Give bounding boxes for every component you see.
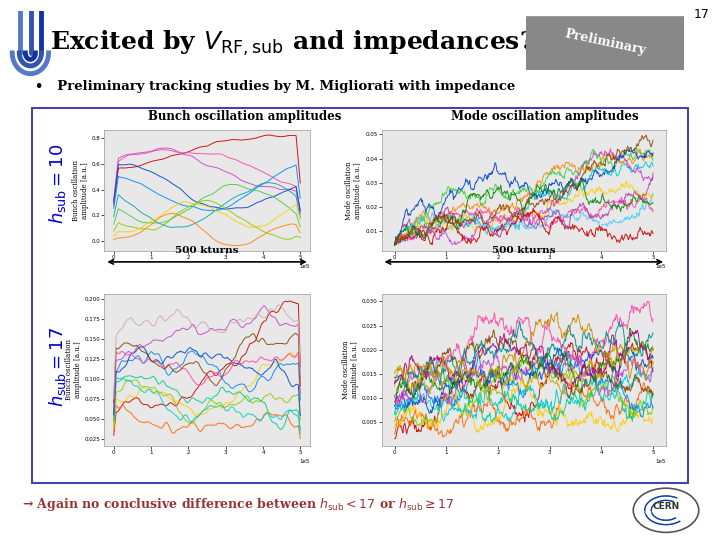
- FancyBboxPatch shape: [518, 16, 692, 70]
- Text: Bunch oscillation amplitudes: Bunch oscillation amplitudes: [148, 110, 341, 123]
- Text: $h_{\mathrm{sub}}=10$: $h_{\mathrm{sub}}=10$: [47, 144, 68, 224]
- Y-axis label: Bunch oscillation
amplitude [a.u.]: Bunch oscillation amplitude [a.u.]: [71, 160, 89, 221]
- Text: CERN: CERN: [652, 503, 680, 511]
- Text: Mode oscillation amplitudes: Mode oscillation amplitudes: [451, 110, 639, 123]
- Text: 500 kturns: 500 kturns: [492, 246, 555, 255]
- Text: Excited by $V_{\mathrm{RF,sub}}$ and impedances?: Excited by $V_{\mathrm{RF,sub}}$ and imp…: [50, 29, 535, 58]
- Text: 500 kturns: 500 kturns: [175, 246, 238, 255]
- Y-axis label: Bunch oscillation
amplitude [a.u.]: Bunch oscillation amplitude [a.u.]: [65, 340, 81, 400]
- Text: $h_{\mathrm{sub}}=17$: $h_{\mathrm{sub}}=17$: [47, 327, 68, 407]
- Text: Preliminary: Preliminary: [563, 27, 647, 57]
- Y-axis label: Mode oscillation
amplitude [a.u.]: Mode oscillation amplitude [a.u.]: [345, 161, 362, 220]
- Y-axis label: Mode oscillation
amplitude [a.u.]: Mode oscillation amplitude [a.u.]: [342, 341, 359, 399]
- Text: •   Preliminary tracking studies by M. Migliorati with impedance: • Preliminary tracking studies by M. Mig…: [35, 80, 516, 93]
- Text: 17: 17: [693, 8, 709, 21]
- Text: → Again no conclusive difference between $h_{\mathrm{sub}}<17$ or $h_{\mathrm{su: → Again no conclusive difference between…: [22, 496, 454, 514]
